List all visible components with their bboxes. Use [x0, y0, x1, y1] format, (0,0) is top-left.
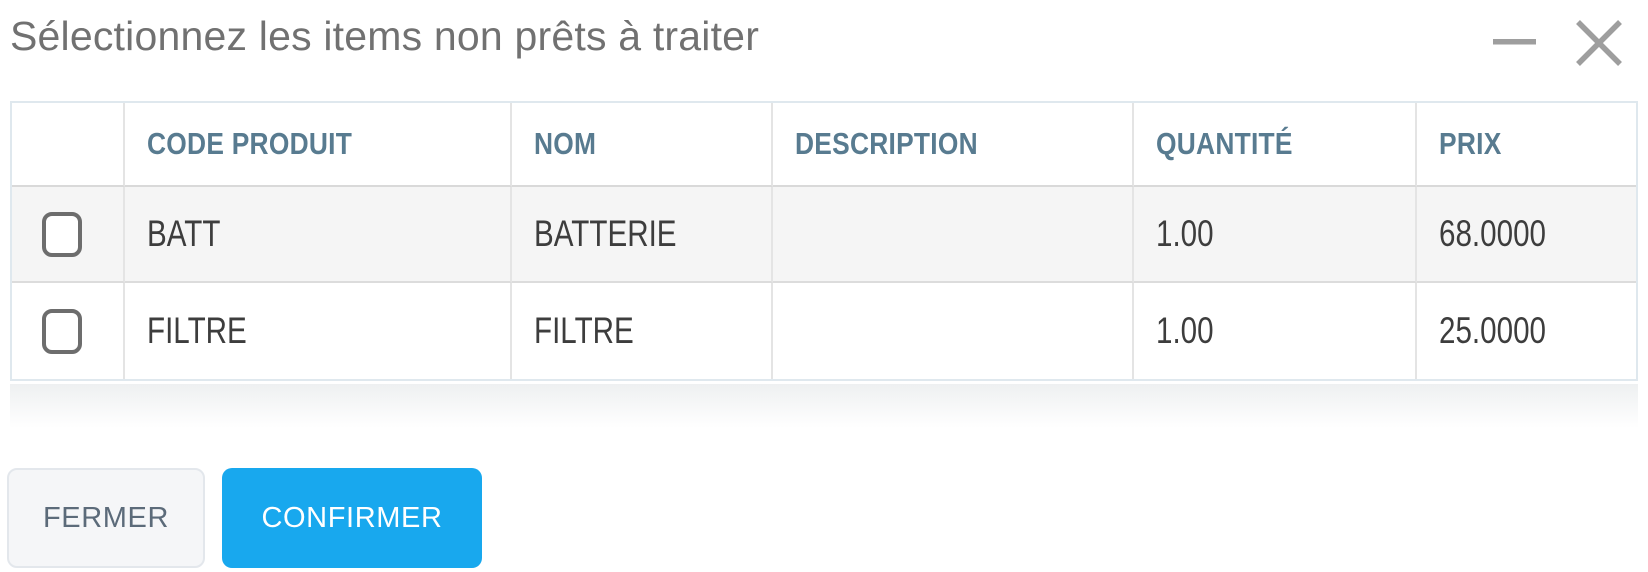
column-header-code-produit: CODE PRODUIT	[125, 103, 512, 187]
minimize-icon	[1493, 39, 1536, 45]
cell-code-produit: BATT	[125, 187, 512, 283]
fermer-button[interactable]: FERMER	[7, 468, 205, 568]
items-table: CODE PRODUIT NOM DESCRIPTION QUANTITÉ PR…	[10, 101, 1638, 381]
header-row: CODE PRODUIT NOM DESCRIPTION QUANTITÉ PR…	[12, 103, 1636, 187]
cell-description	[773, 283, 1134, 379]
dialog-footer: FERMER CONFIRMER	[7, 468, 482, 568]
row-checkbox[interactable]	[42, 308, 82, 354]
minimize-button[interactable]	[1483, 14, 1543, 70]
dialog-title: Sélectionnez les items non prêts à trait…	[10, 13, 760, 59]
confirmer-button[interactable]: CONFIRMER	[222, 468, 482, 568]
cell-code-produit: FILTRE	[125, 283, 512, 379]
table-row: BATT BATTERIE 1.00 68.0000	[12, 187, 1636, 283]
cell-nom: BATTERIE	[512, 187, 773, 283]
cell-quantite: 1.00	[1134, 283, 1417, 379]
column-header-quantite: QUANTITÉ	[1134, 103, 1417, 187]
column-header-description: DESCRIPTION	[773, 103, 1134, 187]
cell-prix: 25.0000	[1417, 283, 1636, 379]
table-bottom-shadow	[10, 384, 1638, 428]
row-checkbox[interactable]	[42, 211, 82, 257]
cell-description	[773, 187, 1134, 283]
table-row: FILTRE FILTRE 1.00 25.0000	[12, 283, 1636, 379]
close-icon	[1576, 20, 1622, 66]
column-header-select	[12, 103, 125, 187]
cell-quantite: 1.00	[1134, 187, 1417, 283]
cell-nom: FILTRE	[512, 283, 773, 379]
column-header-prix: PRIX	[1417, 103, 1636, 187]
close-button[interactable]	[1568, 12, 1628, 72]
column-header-nom: NOM	[512, 103, 773, 187]
cell-prix: 68.0000	[1417, 187, 1636, 283]
